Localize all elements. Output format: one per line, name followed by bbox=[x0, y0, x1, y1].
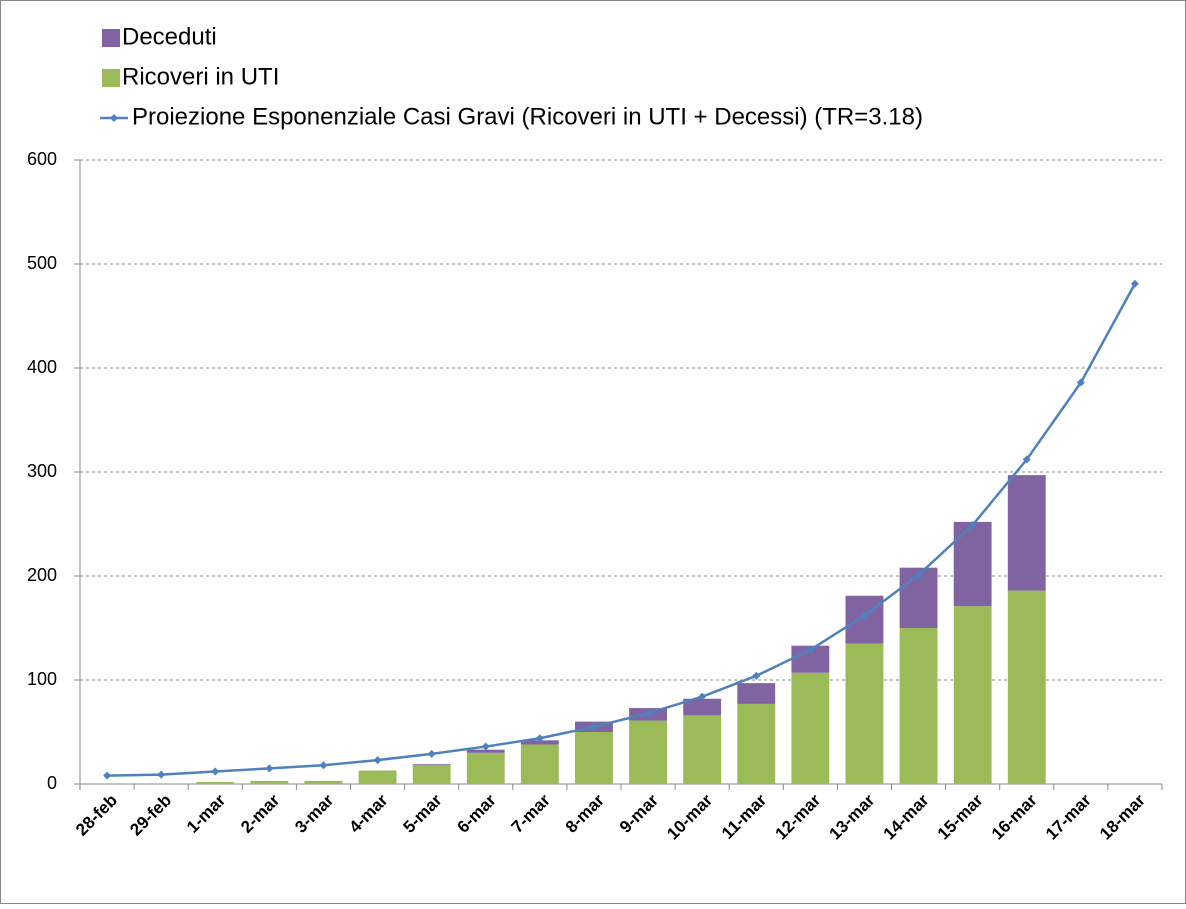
bar bbox=[737, 703, 776, 784]
bar bbox=[953, 521, 992, 607]
y-tick-label: 600 bbox=[27, 149, 57, 169]
bar bbox=[412, 765, 451, 784]
legend-swatch bbox=[102, 69, 120, 87]
legend-marker bbox=[110, 114, 118, 122]
legend-label: Ricoveri in UTI bbox=[122, 63, 279, 90]
bar bbox=[520, 744, 559, 784]
bar bbox=[520, 740, 559, 745]
bar bbox=[304, 780, 343, 784]
bar bbox=[791, 672, 830, 784]
line-marker bbox=[1130, 279, 1139, 288]
line-marker bbox=[806, 645, 815, 654]
bar bbox=[629, 720, 667, 784]
bar bbox=[466, 752, 505, 784]
line-marker bbox=[752, 671, 761, 680]
y-tick-label: 500 bbox=[27, 253, 57, 273]
bar bbox=[845, 595, 884, 644]
bar bbox=[1007, 475, 1046, 591]
bar bbox=[683, 715, 722, 784]
bar bbox=[737, 683, 776, 704]
line-marker bbox=[157, 770, 166, 779]
bar bbox=[953, 606, 992, 784]
y-tick-label: 0 bbox=[47, 773, 57, 793]
bar bbox=[466, 749, 505, 753]
line-marker bbox=[860, 611, 869, 620]
legend-swatch bbox=[102, 29, 120, 47]
line-marker bbox=[265, 764, 274, 773]
bar bbox=[196, 781, 235, 784]
line-marker bbox=[968, 521, 977, 530]
line-marker bbox=[589, 722, 598, 731]
line-marker bbox=[103, 771, 112, 780]
line-marker bbox=[1076, 378, 1085, 387]
line-marker bbox=[644, 709, 653, 718]
line-marker bbox=[481, 742, 490, 751]
bar bbox=[412, 764, 451, 766]
line-marker bbox=[535, 734, 544, 743]
bar bbox=[1007, 590, 1046, 784]
line-marker bbox=[211, 767, 220, 776]
bar bbox=[683, 698, 722, 716]
bar bbox=[845, 643, 884, 784]
bar bbox=[358, 770, 397, 784]
bar bbox=[250, 780, 289, 784]
legend-label: Proiezione Esponenziale Casi Gravi (Rico… bbox=[132, 103, 923, 130]
bar bbox=[899, 628, 938, 784]
legend-label: Deceduti bbox=[122, 23, 217, 50]
y-tick-label: 300 bbox=[27, 461, 57, 481]
bar bbox=[575, 732, 613, 784]
line bbox=[107, 283, 1137, 777]
line-marker bbox=[319, 761, 328, 770]
y-tick-label: 400 bbox=[27, 357, 57, 377]
line-marker bbox=[373, 756, 382, 765]
y-tick-label: 200 bbox=[27, 565, 57, 585]
y-tick-label: 100 bbox=[27, 669, 57, 689]
line-marker bbox=[1022, 455, 1031, 464]
line-marker bbox=[427, 749, 436, 758]
line-marker bbox=[698, 692, 707, 701]
line-marker bbox=[914, 570, 923, 579]
